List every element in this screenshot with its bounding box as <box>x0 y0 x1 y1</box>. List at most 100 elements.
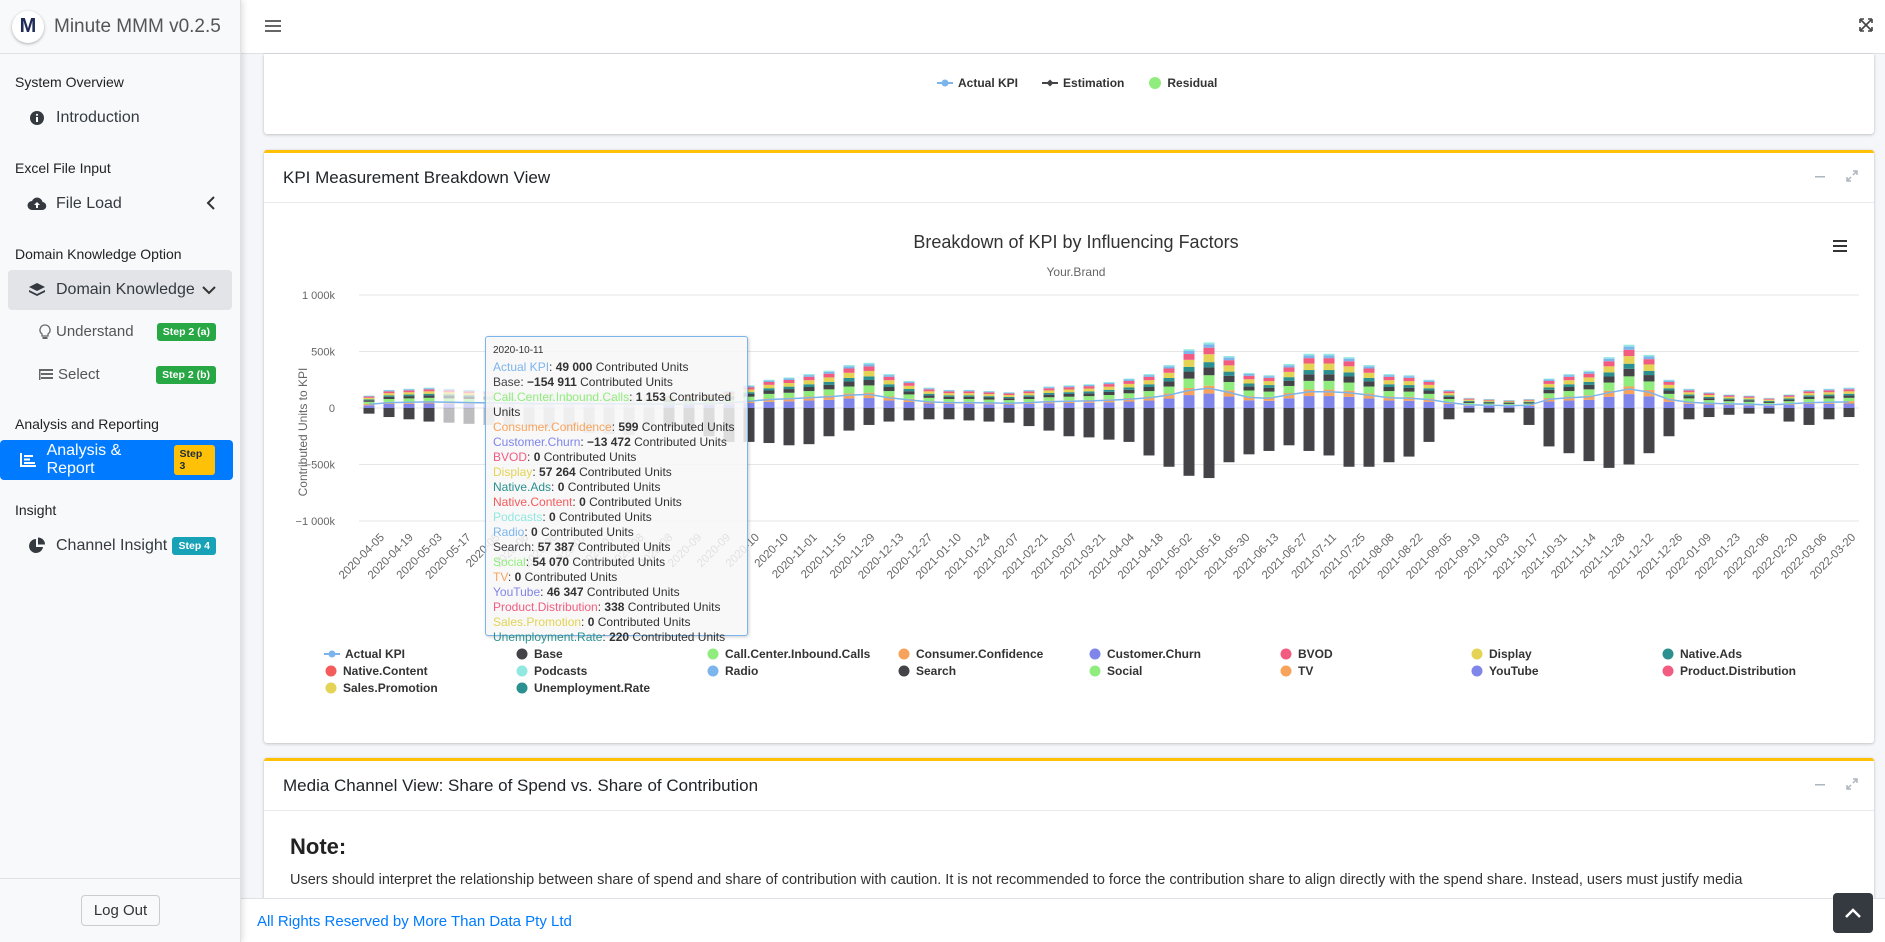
bar-segment <box>923 403 935 408</box>
bar-segment <box>1123 383 1135 388</box>
sidebar-item-introduction[interactable]: Introduction <box>8 98 232 138</box>
bar-segment <box>883 380 895 385</box>
legend-item-estimation[interactable]: Estimation <box>1042 76 1124 90</box>
legend-item[interactable]: Search <box>897 664 1088 678</box>
bar-segment <box>743 403 755 408</box>
bar-segment <box>1543 379 1555 381</box>
tooltip-row: Display: 57 264 Contributed Units <box>493 465 672 479</box>
sidebar-item-domain-knowledge[interactable]: Domain Knowledge <box>8 270 232 310</box>
scroll-to-top-button[interactable] <box>1833 893 1873 933</box>
bar-negative-base <box>423 408 435 422</box>
legend-item[interactable]: Native.Ads <box>1661 647 1852 661</box>
sidebar-item-label: File Load <box>56 195 122 212</box>
sidebar-item-file-load[interactable]: File Load <box>8 184 232 224</box>
bar-segment <box>383 404 395 408</box>
bar-segment <box>1463 405 1475 408</box>
sidebar-item-analysis-report[interactable]: Analysis & Report Step 3 <box>0 440 233 480</box>
legend-item[interactable]: TV <box>1279 664 1470 678</box>
bar-segment <box>363 401 375 404</box>
bar-segment <box>1563 391 1575 397</box>
bar-segment <box>1643 356 1655 360</box>
bar-segment <box>783 401 795 408</box>
legend-dot-marker-icon <box>898 648 910 660</box>
legend-item[interactable]: YouTube <box>1470 664 1661 678</box>
tooltip-unit: Contributed Units <box>629 630 726 644</box>
maximize-icon[interactable] <box>1846 777 1858 793</box>
bar-segment <box>1803 398 1815 402</box>
footer-link[interactable]: All Rights Reserved by More Than Data Pt… <box>257 913 572 930</box>
export-menu-icon[interactable] <box>1833 240 1847 252</box>
bar-segment <box>1723 396 1735 399</box>
bar-segment <box>1643 396 1655 408</box>
legend-item[interactable]: Base <box>515 647 706 661</box>
collapse-icon[interactable] <box>1814 169 1826 185</box>
tooltip-unit: Contributed Units <box>585 495 682 509</box>
bar-segment <box>1443 391 1455 394</box>
bar-segment <box>1423 401 1435 408</box>
bar-segment <box>1163 365 1175 367</box>
bar-segment <box>1063 385 1075 387</box>
legend-item[interactable]: Sales.Promotion <box>324 681 515 695</box>
bar-segment <box>1603 358 1615 362</box>
legend-item[interactable]: Display <box>1470 647 1661 661</box>
collapse-icon[interactable] <box>1814 777 1826 793</box>
bar-segment <box>883 374 895 376</box>
tooltip-row: YouTube: 46 347 Contributed Units <box>493 585 680 599</box>
bar-segment <box>1443 398 1455 402</box>
sidebar-item-understand[interactable]: Understand Step 2 (a) <box>8 310 232 353</box>
brand[interactable]: M Minute MMM v0.2.5 <box>0 0 240 54</box>
tooltip-value: 220 <box>609 630 630 644</box>
bar-segment <box>963 389 975 391</box>
legend-dot-marker-icon <box>1280 648 1292 660</box>
maximize-icon[interactable] <box>1846 169 1858 185</box>
brand-logo: M <box>12 10 44 43</box>
bar-segment <box>1623 368 1635 377</box>
bar-segment <box>743 385 755 387</box>
sidebar-item-select[interactable]: Select Step 2 (b) <box>8 353 232 396</box>
legend-label: Call.Center.Inbound.Calls <box>725 647 871 661</box>
bar-segment <box>1683 389 1695 391</box>
legend-item[interactable]: Podcasts <box>515 664 706 678</box>
bar-segment <box>1423 382 1435 385</box>
chart-svg: Breakdown of KPI by Influencing Factors … <box>296 232 1859 582</box>
legend-item[interactable]: BVOD <box>1279 647 1470 661</box>
bar-segment <box>1043 386 1055 388</box>
bar-negative-base <box>883 408 895 422</box>
bar-segment <box>1323 370 1335 375</box>
legend-item[interactable]: Call.Center.Inbound.Calls <box>706 647 897 661</box>
legend-item-residual[interactable]: Residual <box>1148 76 1217 90</box>
bar-segment <box>1603 382 1615 391</box>
legend-item[interactable]: Product.Distribution <box>1661 664 1852 678</box>
bar-segment <box>1823 403 1835 408</box>
sidebar-item-channel-insight[interactable]: Channel Insight Step 4 <box>8 526 232 566</box>
bar-segment <box>1343 357 1355 359</box>
bar-segment <box>1303 389 1315 397</box>
legend-item[interactable]: Actual KPI <box>324 647 515 661</box>
tooltip-unit: Contributed Units <box>493 390 732 419</box>
y-tick-label: 500k <box>311 347 335 359</box>
legend-item[interactable]: Consumer.Confidence <box>897 647 1088 661</box>
legend-item-actual-kpi[interactable]: Actual KPI <box>937 76 1018 90</box>
bar-segment <box>1563 376 1575 381</box>
legend-item[interactable]: Social <box>1088 664 1279 678</box>
tooltip-series-name: Call.Center.Inbound.Calls <box>493 390 630 404</box>
tooltip-value: 1 153 <box>635 390 666 404</box>
legend-item[interactable]: Customer.Churn <box>1088 647 1279 661</box>
legend-item[interactable]: Radio <box>706 664 897 678</box>
bar-segment <box>1503 402 1515 404</box>
legend-item[interactable]: Unemployment.Rate <box>515 681 706 695</box>
legend-item[interactable]: Native.Content <box>324 664 515 678</box>
bar-segment <box>1403 376 1415 378</box>
bar-segment <box>1223 371 1235 376</box>
bar-segment <box>1803 391 1815 394</box>
legend-label: Native.Ads <box>1680 647 1743 661</box>
hamburger-menu-icon[interactable] <box>265 16 281 39</box>
bar-segment <box>803 380 815 385</box>
bar-segment <box>1563 374 1575 376</box>
bar-segment <box>383 391 395 394</box>
bar-segment <box>843 377 855 382</box>
fullscreen-icon[interactable] <box>1859 18 1873 37</box>
bar-negative-base <box>1643 408 1655 454</box>
tooltip-row: Native.Ads: 0 Contributed Units <box>493 480 661 494</box>
logout-button[interactable]: Log Out <box>80 895 161 926</box>
